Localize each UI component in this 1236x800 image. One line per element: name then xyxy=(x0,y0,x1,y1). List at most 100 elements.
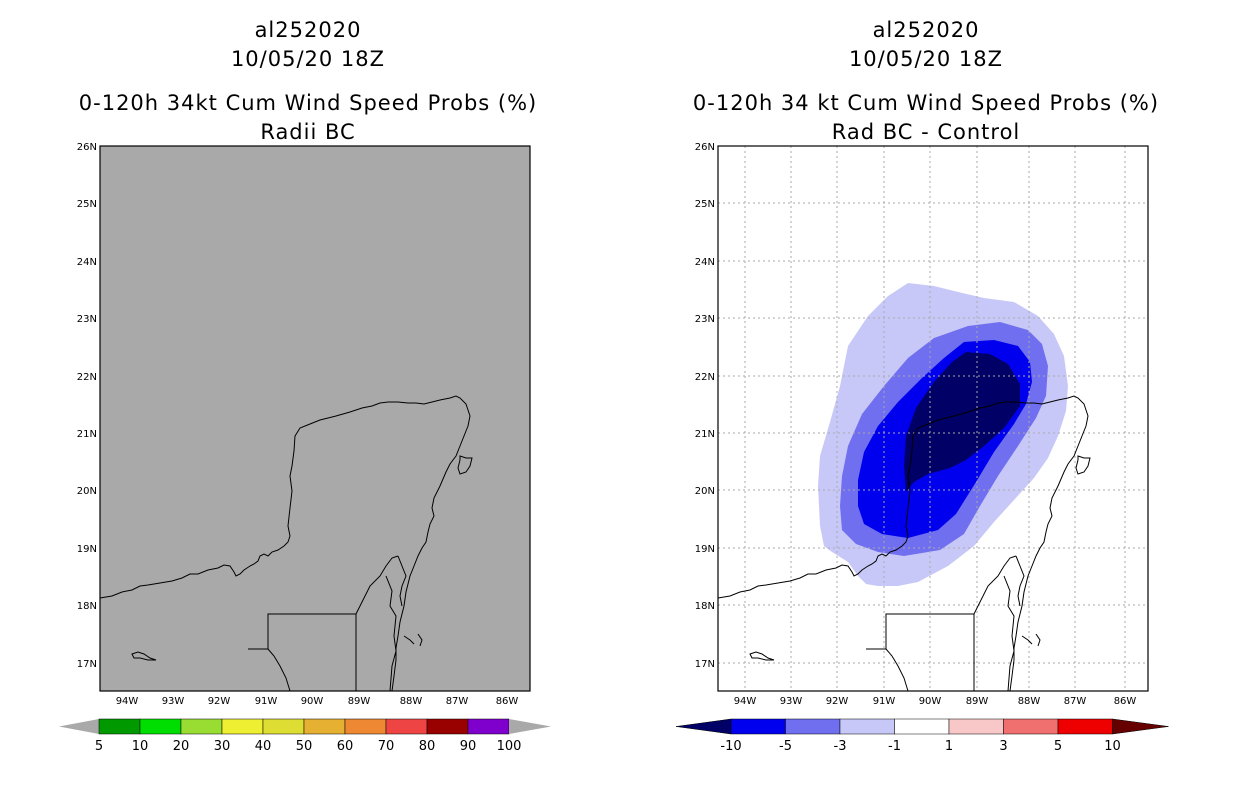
right-subtitle: Rad BC - Control xyxy=(831,120,1021,144)
lat-label: 24N xyxy=(77,257,97,268)
lat-label: 19N xyxy=(77,544,97,555)
colorbar-label: 5 xyxy=(1054,739,1062,754)
colorbar-swatch xyxy=(1057,718,1113,735)
colorbar-label: 30 xyxy=(214,739,231,754)
lon-label: 90W xyxy=(919,696,942,707)
colorbar-label: 60 xyxy=(337,739,354,754)
colorbar-swatch xyxy=(467,718,510,735)
lat-label: 25N xyxy=(695,199,715,210)
colorbar-swatch xyxy=(139,718,182,735)
colorbar-label: 100 xyxy=(497,739,522,754)
lon-label: 91W xyxy=(255,696,278,707)
colorbar-swatch xyxy=(1003,718,1059,735)
right-map xyxy=(717,145,1149,692)
lon-label: 91W xyxy=(873,696,896,707)
lon-label: 92W xyxy=(826,696,849,707)
colorbar-label: 50 xyxy=(296,739,313,754)
lat-label: 22N xyxy=(77,372,97,383)
left-map-frame xyxy=(99,145,531,692)
colorbar-label: 10 xyxy=(1104,739,1121,754)
colorbar-label: -5 xyxy=(779,739,792,754)
lat-label: 23N xyxy=(77,314,97,325)
right-datetime: 10/05/20 18Z xyxy=(848,47,1004,71)
lat-label: 19N xyxy=(695,544,715,555)
colorbar-arrow-low xyxy=(675,718,732,735)
colorbar-label: 70 xyxy=(378,739,395,754)
right-grid xyxy=(718,146,1148,691)
lat-label: 20N xyxy=(695,486,715,497)
left-product-title: 0-120h 34kt Cum Wind Speed Probs (%) xyxy=(78,91,538,115)
lon-label: 87W xyxy=(446,696,469,707)
contour-minus-10 xyxy=(904,352,1020,492)
lon-label: 94W xyxy=(116,696,139,707)
lat-label: 22N xyxy=(695,372,715,383)
colorbar-swatch xyxy=(221,718,264,735)
left-storm-id: al252020 xyxy=(254,18,362,42)
colorbar-swatch xyxy=(839,718,895,735)
colorbar-swatch xyxy=(426,718,469,735)
colorbar-swatch xyxy=(98,718,141,735)
lon-label: 93W xyxy=(162,696,185,707)
left-title-block: al252020 10/05/20 18Z 0-120h 34kt Cum Wi… xyxy=(8,16,608,147)
left-map xyxy=(99,145,531,692)
colorbar-swatch xyxy=(785,718,841,735)
colorbar-swatch xyxy=(894,718,950,735)
right-map-frame xyxy=(717,145,1149,692)
colorbar-swatch xyxy=(344,718,387,735)
right-title-block: al252020 10/05/20 18Z 0-120h 34 kt Cum W… xyxy=(626,16,1226,147)
right-product-title: 0-120h 34 kt Cum Wind Speed Probs (%) xyxy=(692,91,1160,115)
lon-label: 86W xyxy=(1114,696,1137,707)
colorbar-label: 3 xyxy=(999,739,1007,754)
lat-label: 25N xyxy=(77,199,97,210)
lon-label: 90W xyxy=(301,696,324,707)
lon-label: 93W xyxy=(780,696,803,707)
lon-label: 88W xyxy=(400,696,423,707)
colorbar-label: 20 xyxy=(173,739,190,754)
lon-label: 89W xyxy=(348,696,371,707)
colorbar-arrow-low xyxy=(59,719,99,734)
colorbar-swatch xyxy=(948,718,1004,735)
colorbar-label: 90 xyxy=(460,739,477,754)
colorbar-label: 1 xyxy=(945,739,953,754)
lat-label: 17N xyxy=(77,659,97,670)
colorbar-swatch xyxy=(730,718,786,735)
colorbar-label: 40 xyxy=(255,739,272,754)
lat-label: 26N xyxy=(695,142,715,153)
colorbar-label: -1 xyxy=(888,739,901,754)
colorbar-swatch xyxy=(303,718,346,735)
lat-label: 26N xyxy=(77,142,97,153)
lat-label: 20N xyxy=(77,486,97,497)
lat-label: 23N xyxy=(695,314,715,325)
colorbar-arrow-high xyxy=(1112,718,1169,735)
colorbar-label: -3 xyxy=(834,739,847,754)
colorbar-swatch xyxy=(262,718,305,735)
right-colorbar: -10 -5 -3 -1 1 3 5 10 xyxy=(675,718,1169,754)
left-probability-field xyxy=(100,146,530,691)
colorbar-swatch xyxy=(180,718,223,735)
right-axes: 26N 25N 24N 23N 22N 21N 20N 19N 18N 17N 94W 93W 92W 9… xyxy=(695,142,1137,707)
left-axes: 26N 25N 24N 23N 22N 21N 20N 19N 18N 17N 94W 93W 92W 9… xyxy=(77,142,519,707)
lon-label: 86W xyxy=(496,696,519,707)
colorbar-label: 10 xyxy=(132,739,149,754)
colorbar-label: -10 xyxy=(720,739,741,754)
lon-label: 94W xyxy=(734,696,757,707)
lon-label: 88W xyxy=(1018,696,1041,707)
left-subtitle: Radii BC xyxy=(260,120,356,144)
lat-label: 18N xyxy=(695,601,715,612)
colorbar-label: 5 xyxy=(95,739,103,754)
left-colorbar: 5 10 20 30 40 50 60 70 80 90 100 xyxy=(59,718,551,754)
colorbar-label: 80 xyxy=(419,739,436,754)
colorbar-arrow-high xyxy=(509,719,551,734)
lat-label: 21N xyxy=(77,429,97,440)
right-storm-id: al252020 xyxy=(872,18,980,42)
lon-label: 92W xyxy=(208,696,231,707)
left-datetime: 10/05/20 18Z xyxy=(230,47,386,71)
lon-label: 89W xyxy=(966,696,989,707)
lat-label: 21N xyxy=(695,429,715,440)
lat-label: 18N xyxy=(77,601,97,612)
lat-label: 24N xyxy=(695,257,715,268)
lon-label: 87W xyxy=(1064,696,1087,707)
colorbar-swatch xyxy=(385,718,428,735)
lat-label: 17N xyxy=(695,659,715,670)
